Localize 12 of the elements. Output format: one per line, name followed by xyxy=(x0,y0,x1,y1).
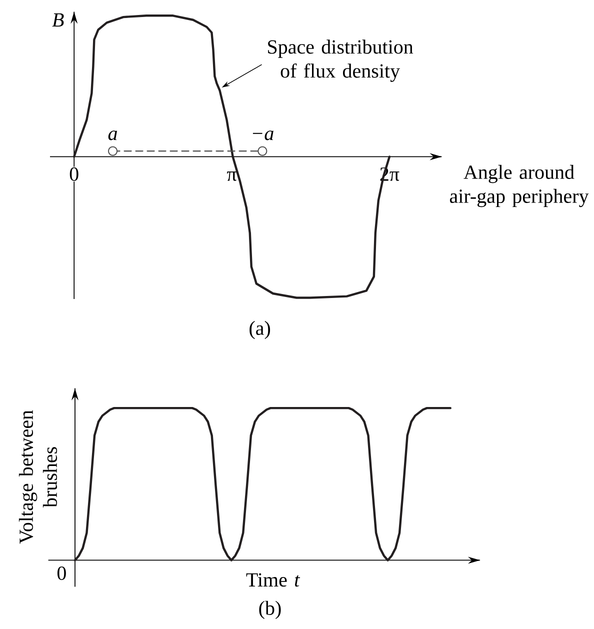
annotation: Space distribution of flux density xyxy=(268,40,414,82)
x-axis-title: Time t xyxy=(246,573,300,587)
y-axis-title: Voltage between brushes xyxy=(18,410,58,544)
text: (b) xyxy=(259,600,281,620)
x-axis-title: Angle around air-gap periphery xyxy=(450,164,589,208)
text: (a) xyxy=(250,320,270,340)
x-tick-label: 0 xyxy=(70,167,78,181)
annotation: a xyxy=(108,130,118,140)
text: 0 xyxy=(57,566,66,580)
annotation: −a xyxy=(252,130,274,140)
x-tick-label: π xyxy=(227,172,237,181)
y-axis-title: B xyxy=(52,13,64,27)
